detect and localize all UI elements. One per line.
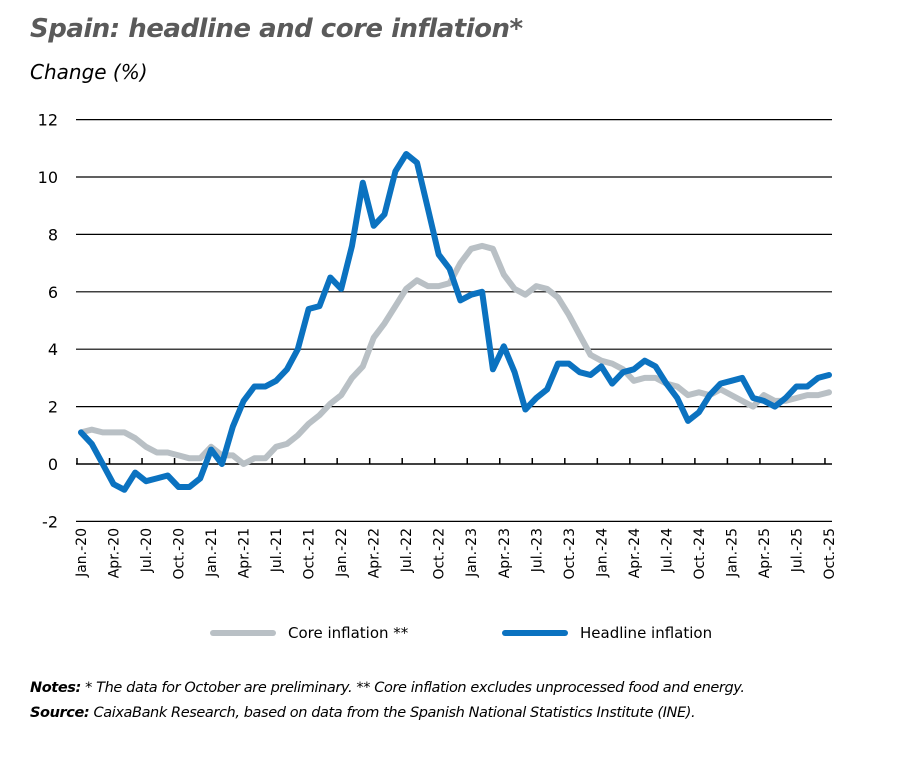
x-tick-label: Jul.-22 xyxy=(399,528,415,573)
x-tick-label: Jan.-23 xyxy=(464,528,480,578)
series-lines xyxy=(78,151,832,493)
x-tick-label: Oct.-22 xyxy=(432,528,448,580)
y-tick-label: 4 xyxy=(48,340,58,359)
x-tick-label: Apr.-25 xyxy=(757,528,773,578)
legend-swatch-headline xyxy=(502,630,568,636)
chart-subtitle: Change (%) xyxy=(30,60,148,84)
y-axis: -2 0 2 4 6 8 10 12 xyxy=(38,111,58,532)
x-tick-label: Jul.-23 xyxy=(529,528,545,573)
legend-label-headline: Headline inflation xyxy=(580,624,713,642)
x-tick-label: Jan.-21 xyxy=(204,528,220,578)
source-text: CaixaBank Research, based on data from t… xyxy=(89,705,696,721)
y-tick-label: 10 xyxy=(38,168,58,187)
y-tick-label: 2 xyxy=(48,398,58,417)
x-tick-label: Oct.-20 xyxy=(172,528,188,580)
notes-line: Notes: * The data for October are prelim… xyxy=(30,676,890,701)
y-tick-label: 12 xyxy=(38,111,58,130)
x-tick-label: Jul.-24 xyxy=(659,528,675,573)
source-line: Source: CaixaBank Research, based on dat… xyxy=(30,701,890,726)
x-tick-label: Oct.-23 xyxy=(562,528,578,580)
chart-title: Spain: headline and core inflation* xyxy=(30,14,523,44)
x-tick-label: Jan.-22 xyxy=(334,528,350,578)
x-tick-label: Apr.-24 xyxy=(627,528,643,578)
x-tick-label: Apr.-21 xyxy=(237,528,253,578)
legend: Core inflation ** Headline inflation xyxy=(210,624,770,648)
legend-item-headline: Headline inflation xyxy=(502,624,712,642)
y-tick-label: 8 xyxy=(48,225,58,244)
x-axis: Jan.-20 Apr.-20 Jul.-20 Oct.-20 Jan.-21 Apr.-… xyxy=(74,458,838,580)
x-tick-label: Jan.-25 xyxy=(724,528,740,578)
x-tick-label: Jan.-24 xyxy=(594,528,610,578)
y-tick-label: 6 xyxy=(48,283,58,302)
x-tick-label: Apr.-20 xyxy=(107,528,123,578)
y-tick-label: -2 xyxy=(42,512,58,531)
legend-item-core: Core inflation ** xyxy=(210,624,408,642)
source-label: Source: xyxy=(30,705,90,721)
x-tick-label: Jul.-21 xyxy=(269,528,285,573)
notes-text: * The data for October are preliminary. … xyxy=(80,680,745,696)
y-tick-label: 0 xyxy=(48,455,58,474)
x-tick-label: Jan.-20 xyxy=(74,528,90,578)
x-tick-label: Oct.-21 xyxy=(302,528,318,580)
gridlines xyxy=(76,118,832,523)
x-tick-label: Oct.-24 xyxy=(692,528,708,580)
legend-swatch-core xyxy=(210,630,276,636)
headline-inflation-line xyxy=(78,151,832,493)
footnotes: Notes: * The data for October are prelim… xyxy=(30,676,890,726)
x-tick-label: Apr.-23 xyxy=(497,528,513,578)
x-tick-label: Jul.-20 xyxy=(139,528,155,573)
core-inflation-line xyxy=(78,242,832,467)
x-tick-label: Apr.-22 xyxy=(367,528,383,578)
line-chart: -2 0 2 4 6 8 10 12 Jan.-20 Apr.-20 Jul.-20 Oct.-20… xyxy=(38,111,838,580)
legend-label-core: Core inflation ** xyxy=(288,624,409,642)
x-tick-label: Jul.-25 xyxy=(789,528,805,573)
notes-label: Notes: xyxy=(30,680,81,696)
x-tick-label: Oct.-25 xyxy=(822,528,838,580)
